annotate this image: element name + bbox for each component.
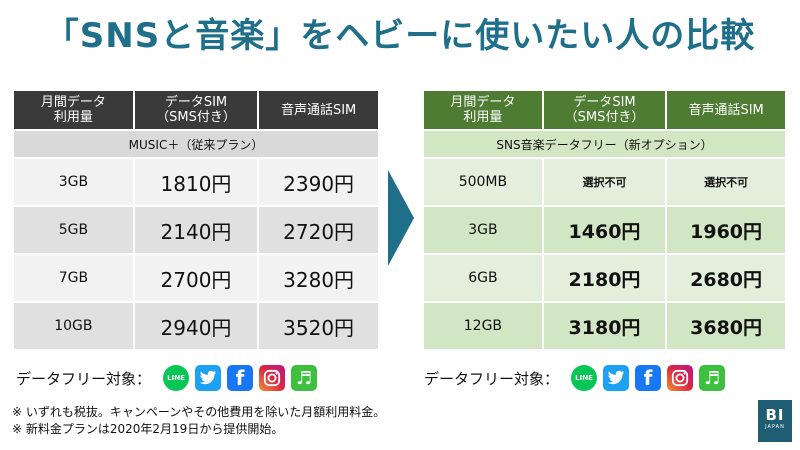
capacity-cell: 7GB bbox=[12, 253, 135, 303]
table-header-row: 月間データ 利用量 データSIM （SMS付き） 音声通話SIM bbox=[422, 89, 787, 131]
plan-name: MUSIC＋（従来プラン） bbox=[12, 129, 380, 159]
data-free-label: データフリー対象： bbox=[16, 369, 152, 388]
plan-row: SNS音楽データフリー（新オプション） bbox=[422, 129, 787, 159]
twitter-icon bbox=[603, 365, 630, 391]
data-free-targets-right: データフリー対象： LINE f ♬ bbox=[424, 363, 726, 393]
page-title: 「SNSと音楽」をヘビーに使いたい人の比較 bbox=[44, 16, 756, 56]
line-icon: LINE bbox=[571, 365, 598, 391]
header-capacity: 月間データ 利用量 bbox=[422, 89, 544, 131]
voice-sim-price: 3520円 bbox=[257, 301, 380, 351]
capacity-cell: 10GB bbox=[12, 301, 135, 351]
voice-sim-price: 2720円 bbox=[257, 205, 380, 255]
footnote: ※ 新料金プランは2020年2月19日から提供開始。 bbox=[12, 422, 284, 436]
plan-row: MUSIC＋（従来プラン） bbox=[12, 129, 380, 159]
data-sim-price: 選択不可 bbox=[541, 157, 668, 207]
footnote: ※ いずれも税抜。キャンペーンやその他費用を除いた月額利用料金。 bbox=[12, 405, 386, 419]
bi-japan-logo: BI JAPAN bbox=[758, 400, 792, 442]
data-free-targets-left: データフリー対象： LINE f ♬ bbox=[16, 363, 318, 393]
capacity-cell: 3GB bbox=[12, 157, 135, 207]
data-free-label: データフリー対象： bbox=[424, 369, 560, 388]
data-sim-price: 2140円 bbox=[132, 205, 260, 255]
capacity-cell: 500MB bbox=[422, 157, 544, 207]
table-row: 5GB 2140円 2720円 bbox=[12, 205, 380, 255]
data-sim-price: 1460円 bbox=[541, 205, 668, 255]
twitter-icon bbox=[195, 365, 222, 391]
voice-sim-price: 選択不可 bbox=[665, 157, 787, 207]
table-row: 10GB 2940円 3520円 bbox=[12, 301, 380, 351]
table-row: 3GB 1460円 1960円 bbox=[422, 205, 787, 255]
facebook-icon: f bbox=[227, 365, 254, 391]
header-data-sim: データSIM （SMS付き） bbox=[541, 89, 668, 131]
header-data-sim: データSIM （SMS付き） bbox=[132, 89, 260, 131]
music-icon: ♬ bbox=[699, 365, 726, 391]
voice-sim-price: 3680円 bbox=[665, 301, 787, 351]
music-plus-table: 月間データ 利用量 データSIM （SMS付き） 音声通話SIM MUSIC＋（… bbox=[12, 89, 380, 351]
table-row: 12GB 3180円 3680円 bbox=[422, 301, 787, 351]
data-sim-price: 2700円 bbox=[132, 253, 260, 303]
data-sim-price: 2180円 bbox=[541, 253, 668, 303]
header-voice-sim: 音声通話SIM bbox=[257, 89, 380, 131]
table-row: 7GB 2700円 3280円 bbox=[12, 253, 380, 303]
header-voice-sim: 音声通話SIM bbox=[665, 89, 787, 131]
data-sim-price: 3180円 bbox=[541, 301, 668, 351]
music-icon: ♬ bbox=[291, 365, 318, 391]
sns-music-free-table: 月間データ 利用量 データSIM （SMS付き） 音声通話SIM SNS音楽デー… bbox=[422, 89, 787, 351]
capacity-cell: 5GB bbox=[12, 205, 135, 255]
header-capacity: 月間データ 利用量 bbox=[12, 89, 135, 131]
plan-name: SNS音楽データフリー（新オプション） bbox=[422, 129, 787, 159]
arrow-right-icon bbox=[388, 170, 414, 266]
voice-sim-price: 2390円 bbox=[257, 157, 380, 207]
table-row: 6GB 2180円 2680円 bbox=[422, 253, 787, 303]
table-row: 500MB 選択不可 選択不可 bbox=[422, 157, 787, 207]
table-row: 3GB 1810円 2390円 bbox=[12, 157, 380, 207]
instagram-icon bbox=[667, 365, 694, 391]
capacity-cell: 12GB bbox=[422, 301, 544, 351]
table-header-row: 月間データ 利用量 データSIM （SMS付き） 音声通話SIM bbox=[12, 89, 380, 131]
data-sim-price: 1810円 bbox=[132, 157, 260, 207]
facebook-icon: f bbox=[635, 365, 662, 391]
line-icon: LINE bbox=[163, 365, 190, 391]
footnotes: ※ いずれも税抜。キャンペーンやその他費用を除いた月額利用料金。 ※ 新料金プラ… bbox=[12, 404, 385, 438]
instagram-icon bbox=[259, 365, 286, 391]
voice-sim-price: 3280円 bbox=[257, 253, 380, 303]
voice-sim-price: 1960円 bbox=[665, 205, 787, 255]
capacity-cell: 6GB bbox=[422, 253, 544, 303]
data-sim-price: 2940円 bbox=[132, 301, 260, 351]
voice-sim-price: 2680円 bbox=[665, 253, 787, 303]
capacity-cell: 3GB bbox=[422, 205, 544, 255]
